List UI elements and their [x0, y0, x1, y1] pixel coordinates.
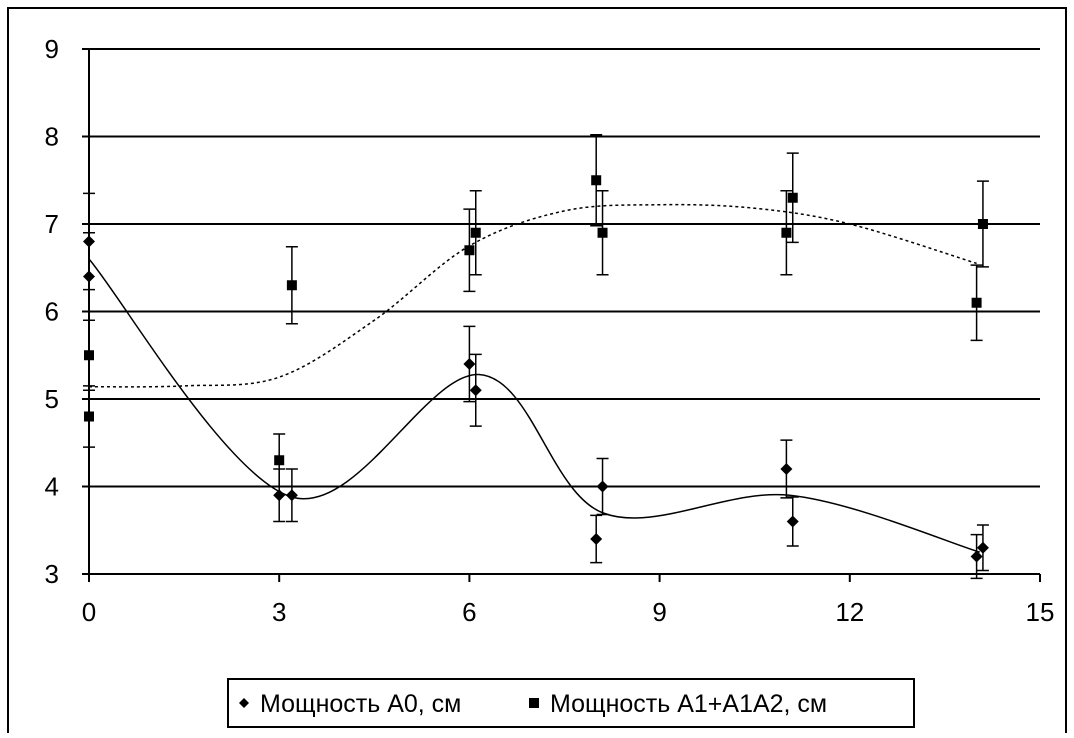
y-tick-label: 9: [45, 34, 59, 64]
legend-marker-2: [529, 698, 539, 708]
trendline-series-2: [88, 203, 977, 388]
data-points: [83, 175, 989, 563]
point-s2-7: [591, 175, 602, 186]
point-s2-5: [464, 245, 475, 256]
point-s1-7: [590, 533, 603, 545]
gridlines: [89, 48, 1040, 488]
point-s2-8: [597, 227, 608, 238]
point-s1-3: [273, 489, 286, 502]
point-s2-12: [977, 219, 988, 229]
point-s1-4: [285, 489, 298, 502]
x-tick-label: 15: [1026, 597, 1055, 627]
legend: Мощность А0, см Мощность А1+А1А2, см: [227, 678, 915, 728]
legend-box: [227, 678, 915, 728]
chart-frame: [7, 7, 1067, 738]
point-s1-12: [976, 541, 989, 554]
point-s1-6: [469, 384, 482, 397]
y-tick-label: 7: [45, 209, 59, 239]
trendlines: [88, 203, 980, 553]
x-tick-label: 9: [652, 597, 666, 627]
y-tick-label: 8: [45, 122, 59, 152]
legend-label-2: Мощность А1+А1А2, см: [550, 690, 827, 718]
point-s2-11: [971, 297, 982, 308]
point-s1-1: [83, 235, 95, 248]
legend-label-1: Мощность А0, см: [260, 690, 461, 718]
point-s2-1: [84, 350, 94, 361]
point-s1-10: [786, 515, 799, 528]
y-tick-label: 3: [45, 559, 59, 589]
point-s1-2: [83, 270, 95, 283]
trendline-series-1: [88, 258, 980, 553]
point-s1-11: [970, 550, 983, 563]
x-tick-label: 0: [82, 597, 96, 627]
point-s1-5: [463, 358, 476, 370]
point-s1-9: [780, 463, 793, 475]
y-tick-label: 5: [45, 384, 59, 414]
y-tick-label: 4: [45, 472, 59, 502]
point-s2-2: [84, 411, 94, 422]
x-tick-label: 12: [835, 597, 864, 627]
point-s2-4: [286, 280, 297, 291]
point-s2-10: [787, 192, 798, 203]
x-tick-label: 3: [272, 597, 286, 627]
point-s2-6: [470, 227, 481, 238]
point-s1-8: [596, 480, 609, 493]
legend-marker-1: [239, 698, 249, 708]
x-tick-label: 6: [462, 597, 476, 627]
point-s2-9: [781, 227, 792, 238]
y-tick-label: 6: [45, 297, 59, 327]
point-s2-3: [274, 455, 285, 466]
